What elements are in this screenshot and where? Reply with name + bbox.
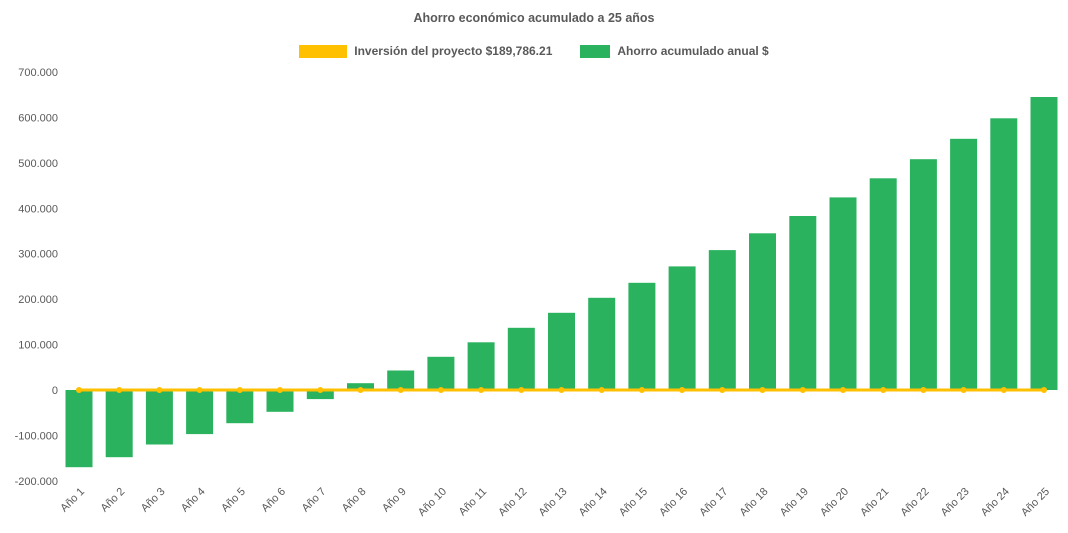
x-tick-label: Año 5 xyxy=(219,486,248,515)
investment-line-marker-icon xyxy=(277,387,283,393)
savings-bar xyxy=(1030,97,1058,390)
savings-bar xyxy=(347,383,374,390)
x-tick-label: Año 7 xyxy=(300,486,329,515)
x-tick-label: Año 25 xyxy=(1019,486,1052,519)
x-tick-label: Año 11 xyxy=(457,486,490,519)
savings-bar xyxy=(467,342,495,390)
x-tick-label: Año 1 xyxy=(58,486,87,515)
savings-bar xyxy=(789,216,817,390)
investment-line-marker-icon xyxy=(960,387,967,393)
y-tick-label: 0 xyxy=(52,385,58,397)
x-tick-label: Año 19 xyxy=(778,486,811,519)
savings-bar xyxy=(306,390,334,400)
x-tick-label: Año 20 xyxy=(818,486,851,519)
y-tick-label: 600.000 xyxy=(18,112,58,124)
investment-line-marker-icon xyxy=(719,387,726,393)
y-tick-label: 700.000 xyxy=(18,67,58,79)
x-tick-label: Año 14 xyxy=(577,486,610,519)
y-tick-label: 100.000 xyxy=(18,340,58,352)
y-tick-label: 500.000 xyxy=(18,158,58,170)
investment-line-marker-icon xyxy=(679,387,686,393)
investment-line-marker-icon xyxy=(518,387,525,393)
chart-legend: Inversión del proyecto $189,786.21 Ahorr… xyxy=(0,44,1068,58)
savings-bar xyxy=(226,390,254,424)
savings-bar xyxy=(749,233,776,390)
x-tick-label: Año 17 xyxy=(697,486,730,519)
investment-line-marker-icon xyxy=(437,387,444,393)
savings-bar xyxy=(869,178,897,390)
investment-line-marker-icon xyxy=(116,387,123,393)
investment-line-marker-icon xyxy=(397,387,404,393)
x-tick-label: Año 3 xyxy=(139,486,168,515)
x-tick-label: Año 4 xyxy=(179,486,208,515)
x-tick-label: Año 15 xyxy=(617,486,650,519)
x-tick-label: Año 8 xyxy=(340,486,369,515)
x-tick-label: Año 6 xyxy=(259,486,288,515)
x-tick-label: Año 9 xyxy=(380,486,409,515)
investment-line-marker-icon xyxy=(1041,387,1047,393)
legend-item-investment: Inversión del proyecto $189,786.21 xyxy=(299,44,552,58)
savings-bar xyxy=(950,138,978,390)
x-tick-label: Año 21 xyxy=(858,486,891,519)
x-tick-label: Año 18 xyxy=(737,486,770,519)
legend-swatch-investment-icon xyxy=(299,44,348,58)
savings-bar xyxy=(266,390,294,412)
y-tick-label: 300.000 xyxy=(18,249,58,261)
savings-bar xyxy=(588,297,616,390)
investment-line-marker-icon xyxy=(317,387,324,393)
x-tick-label: Año 16 xyxy=(657,486,690,519)
savings-bar xyxy=(668,266,696,390)
legend-swatch-savings-icon xyxy=(580,44,611,58)
investment-line-marker-icon xyxy=(880,387,887,393)
investment-line-marker-icon xyxy=(840,387,846,393)
x-tick-label: Año 24 xyxy=(979,486,1012,519)
savings-bar xyxy=(387,370,415,390)
investment-line-marker-icon xyxy=(638,387,645,393)
investment-line-marker-icon xyxy=(156,387,163,393)
x-tick-label: Año 22 xyxy=(898,486,931,519)
y-tick-label: -200.000 xyxy=(15,476,58,488)
savings-bar xyxy=(909,159,937,390)
investment-line-marker-icon xyxy=(76,387,82,393)
investment-line-marker-icon xyxy=(759,387,766,393)
investment-line-marker-icon xyxy=(558,387,565,393)
legend-label-savings: Ahorro acumulado anual $ xyxy=(617,44,769,58)
chart-title: Ahorro económico acumulado a 25 años xyxy=(413,11,655,25)
savings-bar xyxy=(186,390,214,435)
investment-line-marker-icon xyxy=(357,387,364,393)
savings-bar xyxy=(990,118,1018,391)
savings-bar xyxy=(829,197,857,390)
savings-bar xyxy=(507,327,535,390)
savings-bar xyxy=(145,390,173,445)
x-tick-label: Año 13 xyxy=(536,486,569,519)
x-tick-label: Año 10 xyxy=(416,486,449,519)
investment-line-marker-icon xyxy=(799,387,806,393)
savings-bar xyxy=(708,250,736,390)
legend-label-investment: Inversión del proyecto $189,786.21 xyxy=(354,44,553,58)
savings-bar xyxy=(65,390,93,468)
y-tick-label: 200.000 xyxy=(18,294,58,306)
x-tick-label: Año 23 xyxy=(939,486,972,519)
savings-bar xyxy=(548,312,575,390)
y-tick-label: 400.000 xyxy=(18,203,58,215)
investment-line-marker-icon xyxy=(598,387,605,393)
investment-line-marker-icon xyxy=(478,387,485,393)
savings-bar xyxy=(427,356,455,390)
y-tick-label: -100.000 xyxy=(15,430,58,442)
legend-item-savings: Ahorro acumulado anual $ xyxy=(580,44,769,58)
investment-line-marker-icon xyxy=(1000,387,1007,393)
investment-line-marker-icon xyxy=(236,387,243,393)
investment-line-marker-icon xyxy=(196,387,203,393)
investment-line-marker-icon xyxy=(920,387,927,393)
x-tick-label: Año 2 xyxy=(99,486,128,515)
x-tick-label: Año 12 xyxy=(496,486,529,519)
savings-bar xyxy=(628,282,656,390)
savings-bar xyxy=(105,390,133,458)
